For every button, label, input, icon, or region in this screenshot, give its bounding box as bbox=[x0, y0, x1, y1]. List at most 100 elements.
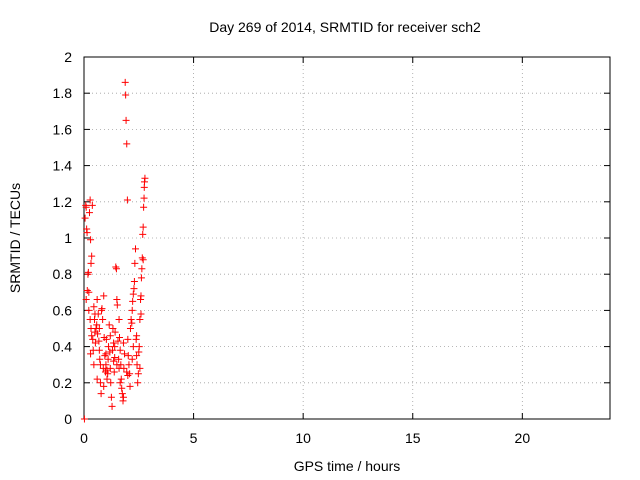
y-tick-label: 2 bbox=[64, 49, 72, 65]
data-point bbox=[95, 325, 103, 332]
data-point bbox=[114, 337, 122, 345]
data-point bbox=[137, 292, 145, 300]
data-point bbox=[99, 315, 107, 323]
data-point bbox=[141, 174, 149, 182]
data-point bbox=[85, 288, 93, 296]
data-point bbox=[111, 328, 119, 336]
data-point bbox=[116, 379, 124, 387]
data-point bbox=[128, 355, 136, 363]
data-point bbox=[133, 361, 141, 369]
data-point bbox=[121, 78, 129, 86]
data-point bbox=[80, 415, 88, 423]
data-point bbox=[130, 277, 138, 285]
data-point bbox=[140, 203, 148, 211]
data-point bbox=[105, 321, 113, 329]
data-point bbox=[91, 310, 99, 318]
data-point bbox=[113, 361, 121, 369]
data-point bbox=[105, 343, 113, 351]
plot-area-border bbox=[83, 56, 611, 420]
data-point bbox=[133, 332, 141, 340]
y-axis-label: SRMTID / TECUs bbox=[7, 183, 23, 293]
data-point bbox=[111, 343, 119, 351]
data-point bbox=[89, 346, 97, 354]
data-point bbox=[130, 285, 138, 293]
data-point bbox=[106, 364, 114, 372]
grid-lines bbox=[84, 57, 610, 419]
data-point bbox=[93, 375, 101, 383]
data-point bbox=[110, 368, 118, 376]
data-point bbox=[112, 265, 120, 273]
data-point bbox=[95, 337, 103, 345]
data-point bbox=[82, 203, 90, 211]
data-point bbox=[138, 265, 146, 273]
data-point bbox=[119, 339, 127, 347]
data-point bbox=[129, 297, 137, 305]
data-point bbox=[103, 366, 111, 374]
y-tick-label: 1.2 bbox=[53, 194, 73, 210]
data-point bbox=[96, 361, 104, 369]
data-point bbox=[124, 335, 132, 343]
x-tick-label: 15 bbox=[405, 430, 421, 446]
data-point bbox=[123, 368, 131, 376]
data-point bbox=[129, 343, 137, 351]
data-point bbox=[110, 357, 118, 365]
data-point bbox=[118, 390, 126, 398]
data-point bbox=[124, 372, 132, 380]
data-point bbox=[128, 319, 136, 327]
y-tick-label: 1 bbox=[64, 230, 72, 246]
data-point bbox=[129, 290, 137, 298]
data-point bbox=[134, 379, 142, 387]
data-point bbox=[93, 296, 101, 304]
data-point bbox=[99, 364, 107, 372]
data-point bbox=[81, 214, 89, 222]
data-points bbox=[80, 78, 149, 423]
data-point bbox=[83, 286, 91, 294]
data-point bbox=[122, 91, 130, 99]
data-point bbox=[96, 355, 104, 363]
y-tick-label: 1.8 bbox=[53, 85, 73, 101]
axis-ticks bbox=[83, 56, 610, 420]
data-point bbox=[90, 303, 98, 311]
y-tick-label: 0.8 bbox=[53, 266, 73, 282]
data-point bbox=[88, 252, 96, 260]
data-point bbox=[85, 209, 93, 217]
data-point bbox=[85, 306, 93, 314]
chart-title: Day 269 of 2014, SRMTID for receiver sch… bbox=[209, 19, 481, 35]
x-tick-label: 5 bbox=[190, 430, 198, 446]
data-point bbox=[93, 321, 101, 329]
data-point bbox=[125, 361, 133, 369]
x-axis-label: GPS time / hours bbox=[294, 458, 401, 474]
data-point bbox=[82, 296, 90, 304]
data-point bbox=[103, 375, 111, 383]
y-tick-label: 0.6 bbox=[53, 302, 73, 318]
data-point bbox=[138, 254, 146, 262]
data-point bbox=[109, 325, 117, 332]
data-point bbox=[123, 140, 131, 148]
axis-tick-labels: 00.20.40.60.811.21.41.61.820 5 10 15 20 bbox=[53, 49, 531, 446]
data-point bbox=[100, 382, 108, 390]
data-point bbox=[135, 343, 143, 351]
data-point bbox=[124, 352, 132, 360]
y-tick-label: 0 bbox=[64, 411, 72, 427]
data-point bbox=[110, 339, 118, 347]
data-point bbox=[89, 335, 97, 343]
data-point bbox=[104, 355, 112, 363]
data-point bbox=[134, 370, 142, 378]
data-point bbox=[88, 201, 96, 209]
data-point bbox=[126, 325, 134, 332]
data-point bbox=[132, 245, 140, 253]
y-tick-label: 0.4 bbox=[53, 339, 73, 355]
data-point bbox=[117, 375, 125, 383]
data-point bbox=[97, 390, 105, 398]
data-point bbox=[131, 259, 139, 267]
data-point bbox=[118, 384, 126, 392]
x-tick-label: 0 bbox=[80, 430, 88, 446]
data-point bbox=[86, 196, 94, 204]
data-point bbox=[87, 236, 95, 244]
data-point bbox=[102, 350, 110, 358]
x-tick-label: 20 bbox=[515, 430, 531, 446]
data-point bbox=[111, 353, 119, 361]
data-point bbox=[120, 364, 128, 372]
data-point bbox=[119, 393, 127, 401]
